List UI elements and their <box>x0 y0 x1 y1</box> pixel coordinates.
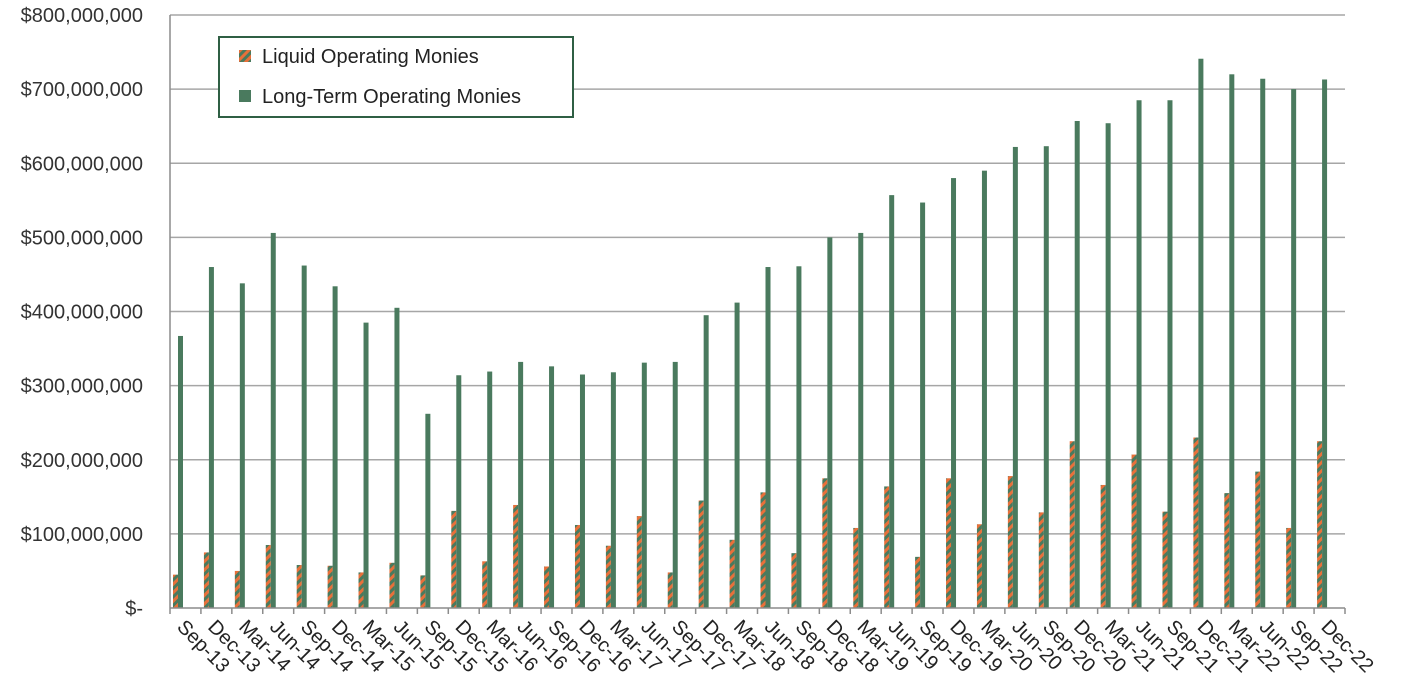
liquid-bar <box>1038 512 1044 608</box>
liquid-bar <box>1007 476 1013 608</box>
liquid-bar <box>358 572 364 608</box>
liquid-bar <box>1286 527 1292 608</box>
y-tick-label: $700,000,000 <box>21 79 143 101</box>
liquid-bar <box>946 478 952 608</box>
long-term-bar <box>1136 100 1142 609</box>
y-tick-label: $200,000,000 <box>21 450 143 472</box>
long-term-bar <box>239 283 245 608</box>
liquid-bar <box>791 553 797 608</box>
long-term-bar <box>703 315 709 608</box>
y-tick-label: $600,000,000 <box>21 153 143 175</box>
liquid-bar <box>1224 493 1230 608</box>
long-term-bar <box>765 267 771 608</box>
liquid-bar <box>729 539 735 608</box>
long-term-bar <box>301 265 307 608</box>
long-term-bar <box>1167 100 1173 609</box>
long-term-bar <box>456 375 462 608</box>
liquid-bar <box>482 561 488 608</box>
long-term-bar <box>858 232 864 609</box>
long-term-bar <box>1012 146 1018 608</box>
legend-label-long-term: Long-Term Operating Monies <box>262 86 521 108</box>
long-term-bar <box>796 266 802 608</box>
long-term-bar <box>951 178 957 608</box>
legend-label-liquid: Liquid Operating Monies <box>262 46 479 68</box>
long-term-bar <box>827 237 833 608</box>
long-term-bar <box>1229 74 1235 609</box>
long-term-bar <box>208 267 214 608</box>
liquid-bar <box>389 562 395 608</box>
long-term-bar <box>518 361 524 608</box>
liquid-bar <box>513 504 519 608</box>
liquid-bar <box>265 544 271 608</box>
liquid-bar <box>544 566 550 608</box>
long-term-bar <box>641 362 647 608</box>
long-term-bar <box>579 374 585 608</box>
liquid-bar <box>296 565 302 608</box>
liquid-bar <box>327 565 333 608</box>
long-term-bar <box>1198 58 1204 608</box>
liquid-bar <box>822 478 828 608</box>
liquid-bar <box>451 510 457 608</box>
long-term-bar <box>1043 146 1049 609</box>
liquid-bar <box>1100 484 1106 608</box>
long-term-bar <box>981 170 987 608</box>
liquid-bar <box>1069 441 1075 608</box>
x-axis-tick-labels: Sep-13Dec-13Mar-14Jun-14Sep-14Dec-14Mar-… <box>172 616 1377 677</box>
long-term-bar <box>1291 89 1297 608</box>
liquid-bar <box>203 552 209 608</box>
liquid-bar <box>1255 471 1261 608</box>
y-tick-label: $400,000,000 <box>21 302 143 324</box>
y-tick-label: $500,000,000 <box>21 227 143 249</box>
liquid-bar <box>173 574 178 608</box>
long-term-bar <box>1322 79 1328 608</box>
long-term-bar <box>487 371 493 608</box>
long-term-bar <box>920 202 926 608</box>
liquid-bar <box>1162 511 1168 608</box>
liquid-bar <box>605 545 611 608</box>
long-term-bar <box>1074 120 1080 608</box>
liquid-bar <box>1317 441 1323 608</box>
liquid-bar <box>667 572 673 608</box>
legend-swatch-long-term <box>239 90 251 102</box>
long-term-bar <box>270 232 276 609</box>
long-term-bar <box>178 335 183 608</box>
long-term-bar <box>332 286 338 608</box>
long-term-bar <box>363 322 369 608</box>
liquid-bar <box>976 524 982 608</box>
long-term-bar <box>672 361 678 608</box>
liquid-bar <box>760 492 766 608</box>
liquid-bar <box>234 570 240 608</box>
liquid-bar <box>1131 454 1137 608</box>
long-term-bar <box>734 302 740 608</box>
liquid-bar <box>884 486 890 608</box>
y-tick-label: $300,000,000 <box>21 376 143 398</box>
long-term-bar <box>394 307 400 608</box>
liquid-bar <box>574 524 580 608</box>
liquid-bar <box>698 500 704 608</box>
liquid-bar <box>636 516 642 608</box>
long-term-bar <box>610 372 616 608</box>
long-term-bar <box>889 195 895 608</box>
long-term-bar <box>549 366 555 608</box>
liquid-bar <box>1193 437 1199 608</box>
y-tick-label: $800,000,000 <box>21 5 143 27</box>
y-tick-label: $- <box>125 598 143 620</box>
legend-box <box>218 36 574 118</box>
long-term-bar <box>1260 78 1266 608</box>
legend: Liquid Operating Monies Long-Term Operati… <box>218 36 574 118</box>
liquid-bar <box>420 575 426 608</box>
axes <box>169 15 1346 614</box>
liquid-bar <box>853 527 859 608</box>
liquid-bar <box>915 556 921 608</box>
bars <box>173 58 1328 609</box>
legend-swatch-liquid <box>239 50 251 62</box>
y-axis-tick-labels: $- $100,000,000 $200,000,000 $300,000,000 $4… <box>21 5 143 620</box>
long-term-bar <box>425 413 431 608</box>
y-tick-label: $100,000,000 <box>21 524 143 546</box>
long-term-bar <box>1105 123 1111 608</box>
